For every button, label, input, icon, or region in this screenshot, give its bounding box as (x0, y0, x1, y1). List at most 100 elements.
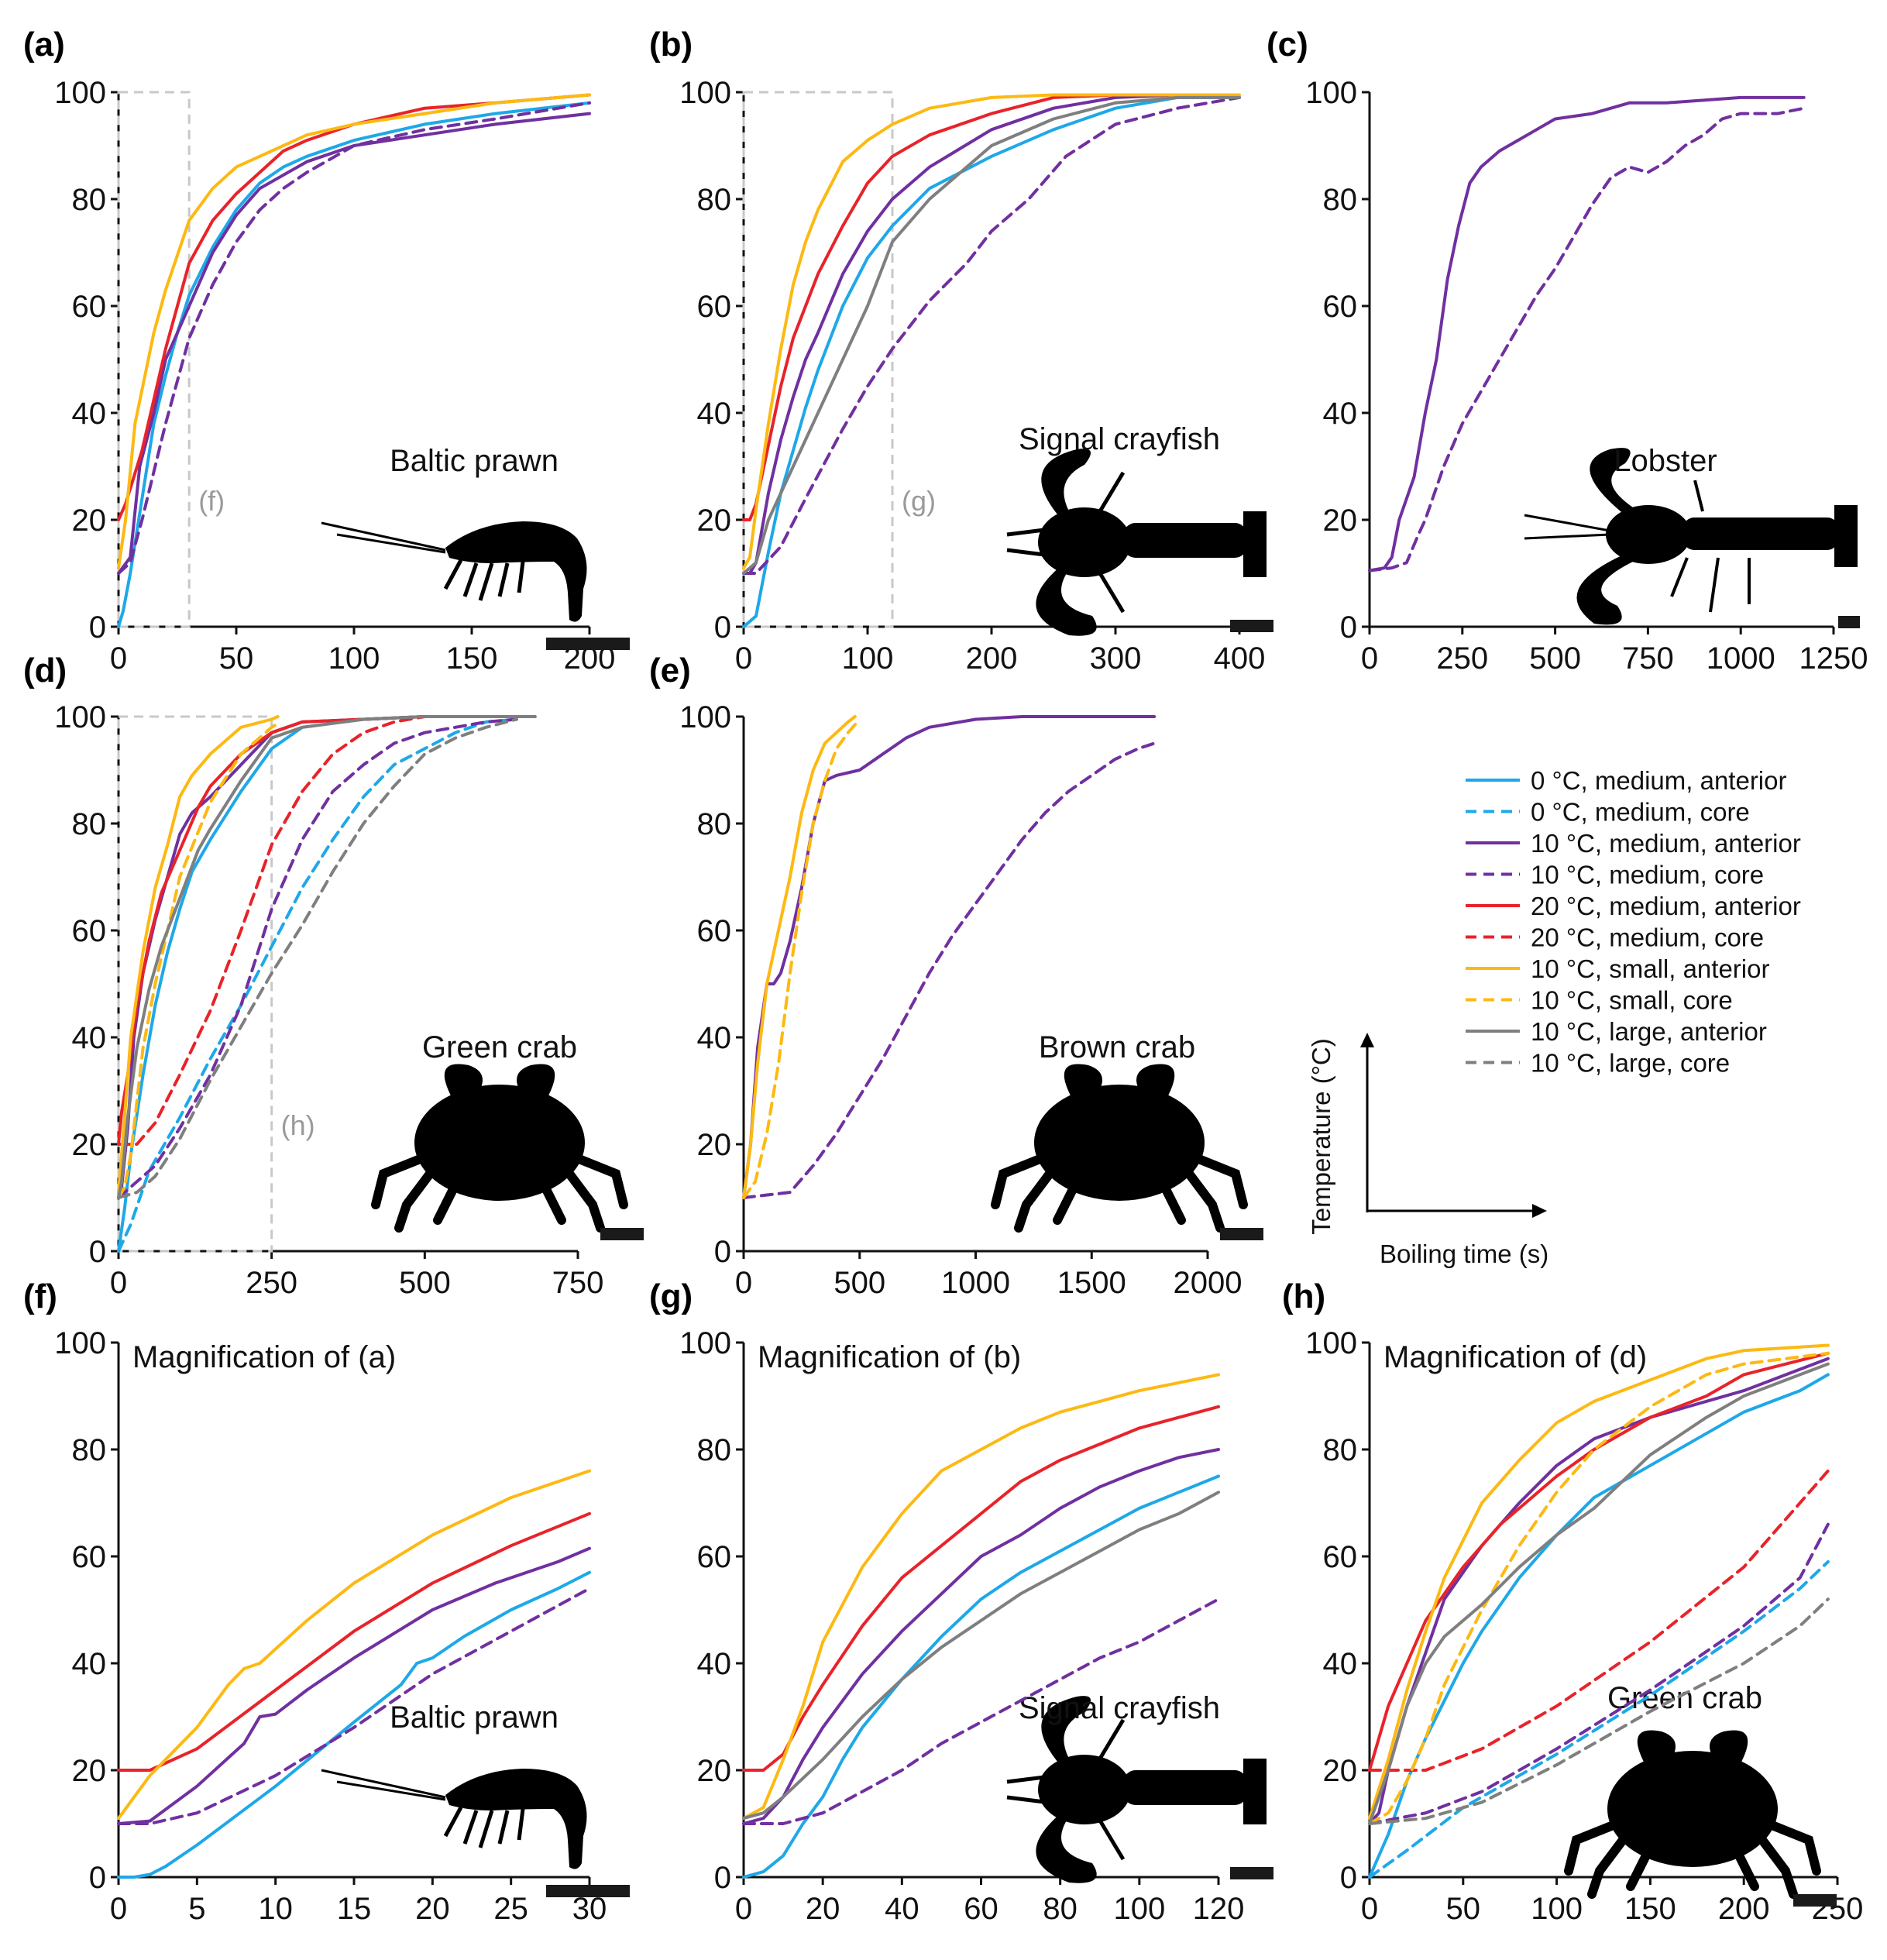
x-tick-label: 120 (1193, 1892, 1245, 1926)
crab-silhouette-icon (995, 1064, 1263, 1240)
series-line-ld (117, 717, 518, 1199)
y-tick-label: 0 (1340, 610, 1357, 645)
panel-title: Magnification of (a) (132, 1340, 396, 1374)
y-tick-label: 40 (1323, 1647, 1358, 1681)
y-tick-label: 0 (714, 1861, 731, 1895)
x-tick-label: 50 (219, 641, 254, 676)
series-line-c10d (117, 717, 518, 1199)
x-tick-label: 200 (966, 641, 1018, 676)
series-line-c0 (117, 101, 591, 628)
series-line-c10d (1368, 1522, 1830, 1825)
series-line-c10d (742, 741, 1157, 1199)
panel-label: (f) (23, 1277, 57, 1315)
series-line-c0 (742, 1474, 1220, 1879)
y-tick-label: 60 (697, 290, 732, 324)
y-tick-label: 80 (1323, 183, 1358, 217)
legend-label: 10 °C, medium, core (1531, 861, 1764, 889)
axis-key-x-label: Boiling time (s) (1380, 1240, 1548, 1268)
x-tick-label: 1500 (1057, 1266, 1126, 1300)
series-line-s (117, 93, 591, 570)
x-tick-label: 250 (1436, 641, 1488, 676)
panel-label: (g) (649, 1277, 693, 1315)
x-tick-label: 30 (572, 1892, 607, 1926)
crab-silhouette-icon (1569, 1730, 1837, 1907)
y-tick-label: 100 (1305, 76, 1357, 110)
species-name: Baltic prawn (390, 444, 559, 478)
y-tick-label: 20 (1323, 1754, 1358, 1788)
series-line-s (742, 93, 1241, 570)
y-tick-label: 20 (72, 1128, 107, 1162)
legend-label: 10 °C, medium, anterior (1531, 829, 1801, 858)
y-tick-label: 60 (72, 290, 107, 324)
y-tick-label: 40 (72, 1021, 107, 1055)
x-tick-label: 1000 (1707, 641, 1775, 676)
species-name: Green crab (422, 1030, 577, 1064)
x-tick-label: 40 (885, 1892, 919, 1926)
zoom-region-label: (f) (198, 485, 225, 517)
species-name: Signal crayfish (1019, 422, 1220, 456)
panel-b: 0 20 40 60 80 100 0 100 200 300 400 (b) (g) Signal cr… (649, 26, 1273, 676)
series-line-c0d (1368, 1559, 1830, 1879)
axis-key: Temperature (°C) Boiling time (s) (1307, 1033, 1548, 1268)
series-line-l (117, 715, 537, 1199)
y-tick-label: 20 (697, 1754, 732, 1788)
series-line-c10d (1368, 106, 1806, 573)
y-tick-label: 80 (697, 183, 732, 217)
legend: 0 °C, medium, anterior 0 °C, medium, core… (1307, 766, 1801, 1268)
y-tick-label: 60 (72, 1540, 107, 1574)
x-tick-label: 60 (964, 1892, 998, 1926)
zoom-region-box (117, 715, 273, 1253)
y-tick-label: 40 (1323, 397, 1358, 431)
series-line-c10 (742, 93, 1179, 575)
x-tick-label: 0 (735, 1266, 752, 1300)
species-name: Lobster (1614, 444, 1717, 478)
series-line-sd (1368, 1351, 1830, 1825)
y-tick-label: 60 (697, 914, 732, 948)
zoom-region-box (117, 91, 191, 628)
x-tick-label: 1250 (1799, 641, 1868, 676)
y-tick-label: 100 (679, 700, 731, 734)
series-line-c20d (117, 715, 427, 1146)
x-tick-label: 750 (552, 1266, 604, 1300)
x-tick-label: 2000 (1174, 1266, 1243, 1300)
y-tick-label: 80 (72, 1433, 107, 1467)
arrow-up-icon (1360, 1033, 1374, 1047)
species-name: Signal crayfish (1019, 1691, 1220, 1725)
legend-label: 10 °C, small, anterior (1531, 954, 1769, 983)
panel-f: 0 20 40 60 80 100 0 5 10 15 20 25 30 (f) Magnification… (23, 1277, 630, 1926)
x-tick-label: 200 (1718, 1892, 1770, 1926)
x-tick-label: 15 (337, 1892, 372, 1926)
panel-title: Magnification of (b) (758, 1340, 1021, 1374)
panel-d: 0 20 40 60 80 100 0 250 500 750 (d) (h) Green crab (23, 652, 644, 1300)
series-line-c10d (117, 101, 591, 575)
y-tick-label: 80 (72, 807, 107, 841)
y-tick-label: 20 (697, 504, 732, 538)
series-line-s (742, 715, 857, 1199)
panel-label: (d) (23, 652, 67, 689)
x-tick-label: 0 (110, 1892, 127, 1926)
y-tick-label: 40 (697, 1647, 732, 1681)
series-line-l (742, 95, 1241, 575)
legend-label: 10 °C, large, anterior (1531, 1017, 1767, 1046)
crayfish-silhouette-icon (1007, 449, 1273, 636)
x-tick-label: 100 (328, 641, 380, 676)
y-tick-label: 0 (1340, 1861, 1357, 1895)
x-tick-label: 500 (1529, 641, 1581, 676)
y-tick-label: 0 (714, 1235, 731, 1269)
y-tick-label: 20 (1323, 504, 1358, 538)
y-tick-label: 40 (697, 397, 732, 431)
prawn-silhouette-icon (321, 521, 630, 650)
x-tick-label: 100 (842, 641, 894, 676)
x-tick-label: 300 (1090, 641, 1142, 676)
legend-label: 20 °C, medium, anterior (1531, 892, 1801, 920)
y-tick-label: 80 (1323, 1433, 1358, 1467)
y-tick-label: 100 (679, 76, 731, 110)
y-tick-label: 20 (697, 1128, 732, 1162)
panel-label: (e) (649, 652, 691, 689)
x-tick-label: 20 (806, 1892, 840, 1926)
species-name: Baltic prawn (390, 1700, 559, 1735)
